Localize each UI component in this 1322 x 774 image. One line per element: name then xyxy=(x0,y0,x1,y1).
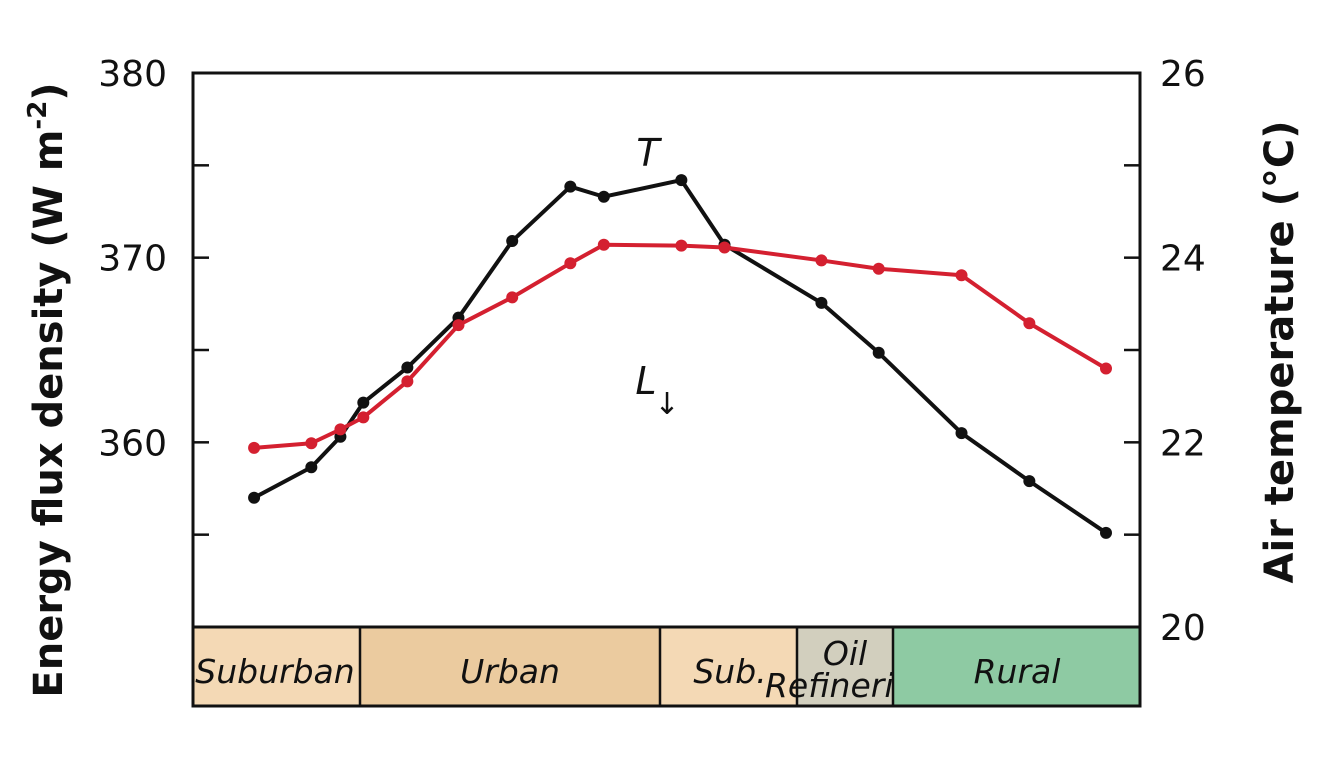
series-label-t: T xyxy=(636,131,662,175)
data-point xyxy=(597,238,610,251)
right-tick-label: 26 xyxy=(1160,54,1206,95)
data-point xyxy=(1100,362,1112,375)
left-tick-label: 380 xyxy=(98,54,167,95)
data-point xyxy=(955,269,968,282)
data-point xyxy=(1023,475,1036,488)
zone-label: Urban xyxy=(460,652,560,691)
data-point xyxy=(248,441,261,454)
series-label-l: L xyxy=(635,359,656,403)
data-point xyxy=(357,411,370,424)
plot-frame xyxy=(191,71,1142,708)
right-tick-label: 20 xyxy=(1160,608,1206,649)
data-point xyxy=(401,361,414,374)
data-point xyxy=(815,296,828,309)
series-line-2 xyxy=(253,242,1108,450)
data-point xyxy=(334,423,347,436)
data-point xyxy=(248,491,261,504)
right-tick-label: 22 xyxy=(1160,423,1206,464)
down-arrow-icon: ↓ xyxy=(654,387,679,422)
data-point xyxy=(564,257,577,270)
left-axis-title: Energy flux density (W m-2) xyxy=(23,82,72,697)
data-point xyxy=(815,254,828,267)
axis-ticks: 360 370 380 20 22 24 26 xyxy=(98,54,1206,649)
data-point xyxy=(401,375,414,388)
data-point xyxy=(506,235,519,248)
data-point xyxy=(872,262,885,275)
zone-2 xyxy=(360,627,660,706)
data-point xyxy=(597,190,610,203)
data-point xyxy=(675,174,688,187)
data-point xyxy=(675,239,688,252)
zone-label: Oil xyxy=(823,634,867,673)
data-point xyxy=(955,427,968,440)
zone-label: Rural xyxy=(974,652,1061,691)
data-point xyxy=(305,461,318,474)
zone-4 xyxy=(797,627,893,706)
data-point xyxy=(506,291,519,304)
data-point xyxy=(1100,526,1112,539)
data-point xyxy=(357,396,370,409)
data-point xyxy=(564,180,577,193)
right-tick-label: 24 xyxy=(1160,239,1206,280)
data-point xyxy=(452,319,465,332)
zone-3 xyxy=(660,627,797,706)
zone-5 xyxy=(893,627,1140,706)
data-point xyxy=(305,437,318,450)
right-axis-title: Air temperature (°C) xyxy=(1257,120,1303,583)
left-tick-label: 370 xyxy=(98,239,167,280)
zone-label: Sub. xyxy=(693,652,766,691)
left-tick-label: 360 xyxy=(98,423,167,464)
zone-label: Suburban xyxy=(195,652,354,691)
data-point xyxy=(872,346,885,359)
series-annotations: T L↓ xyxy=(635,131,679,422)
series-line-1 xyxy=(253,178,1108,535)
data-point xyxy=(1023,317,1036,330)
series-lines xyxy=(248,174,1112,539)
zone-1 xyxy=(193,627,360,706)
data-point xyxy=(718,241,731,254)
